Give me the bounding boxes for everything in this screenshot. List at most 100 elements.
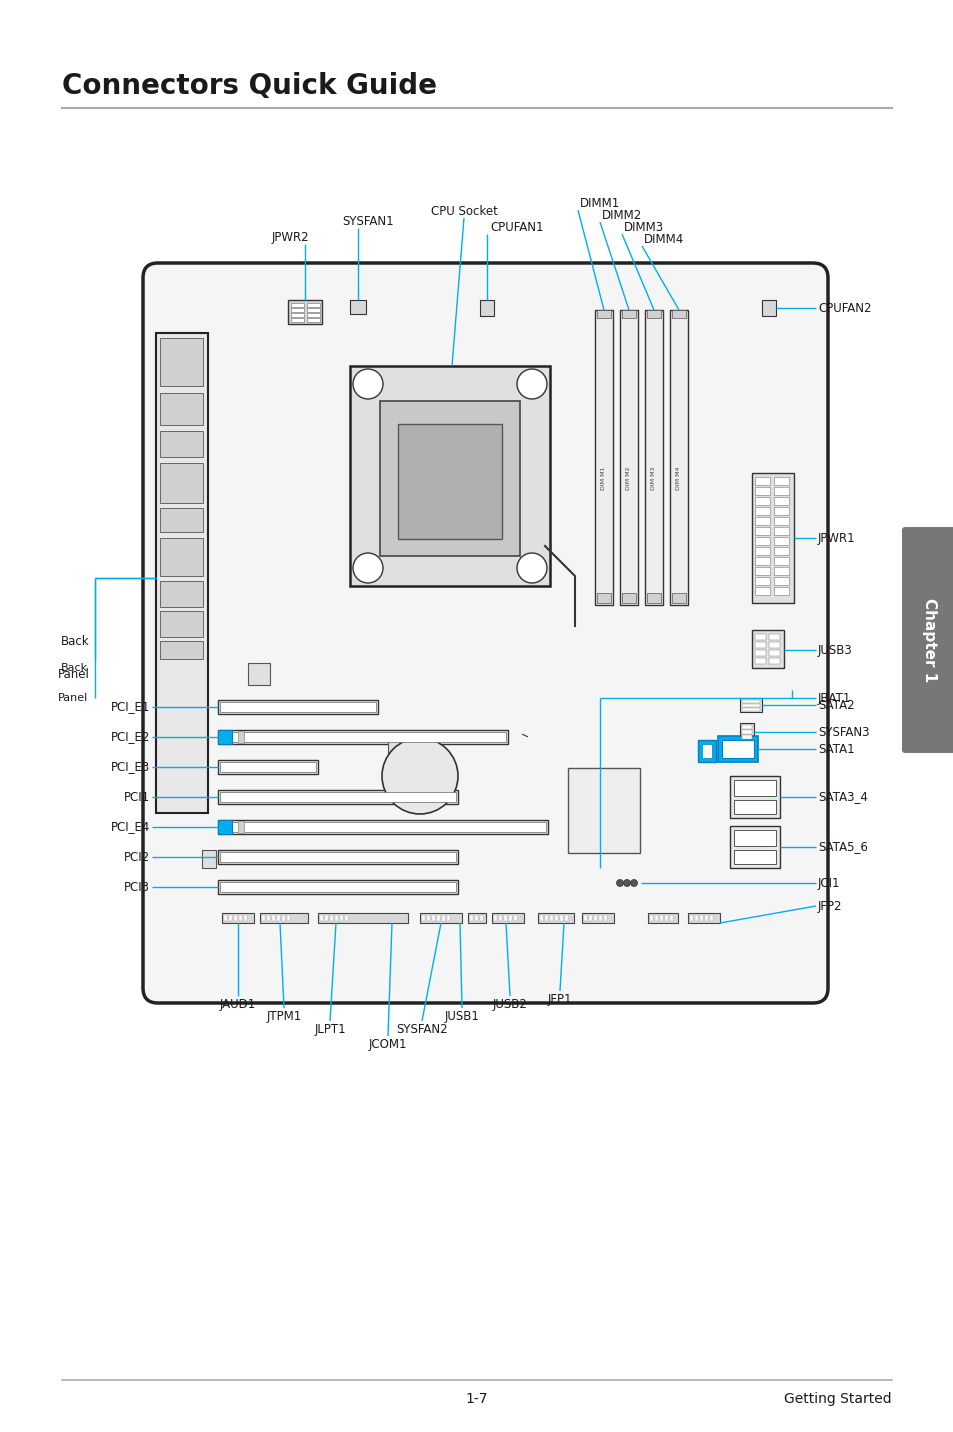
- Bar: [397, 424, 501, 538]
- Bar: [644, 309, 662, 604]
- Circle shape: [517, 369, 546, 400]
- Bar: [754, 507, 769, 516]
- Bar: [160, 642, 203, 659]
- Bar: [441, 915, 444, 921]
- Bar: [754, 642, 765, 649]
- Bar: [432, 915, 435, 921]
- FancyBboxPatch shape: [901, 527, 953, 753]
- Bar: [669, 309, 687, 604]
- Text: DIMM2: DIMM2: [601, 209, 641, 222]
- Bar: [773, 537, 788, 546]
- Bar: [741, 700, 760, 703]
- Bar: [621, 593, 636, 603]
- Text: Connectors Quick Guide: Connectors Quick Guide: [62, 72, 436, 100]
- Text: JCI1: JCI1: [817, 876, 840, 889]
- Bar: [773, 547, 788, 556]
- Bar: [598, 915, 601, 921]
- Bar: [751, 630, 783, 667]
- Bar: [317, 914, 408, 924]
- Bar: [421, 915, 424, 921]
- Text: PCI2: PCI2: [124, 851, 150, 863]
- Bar: [248, 663, 270, 684]
- Bar: [741, 707, 760, 712]
- Bar: [468, 914, 485, 924]
- Bar: [733, 780, 775, 796]
- Bar: [647, 914, 678, 924]
- Text: PCI_E2: PCI_E2: [111, 730, 150, 743]
- Bar: [754, 650, 765, 656]
- Bar: [160, 508, 203, 533]
- Bar: [539, 915, 542, 921]
- Bar: [773, 577, 788, 586]
- Bar: [220, 852, 456, 862]
- Bar: [733, 831, 775, 846]
- Bar: [687, 914, 720, 924]
- Bar: [498, 915, 501, 921]
- Bar: [233, 915, 236, 921]
- Text: JCOM1: JCOM1: [369, 1038, 407, 1051]
- Bar: [218, 881, 457, 894]
- Text: PCI3: PCI3: [124, 881, 150, 894]
- Bar: [733, 851, 775, 863]
- Bar: [260, 914, 308, 924]
- Text: SYSFAN3: SYSFAN3: [817, 726, 868, 739]
- Bar: [291, 318, 304, 322]
- Bar: [646, 593, 660, 603]
- Bar: [741, 730, 751, 735]
- Bar: [160, 611, 203, 637]
- Bar: [291, 308, 304, 312]
- Bar: [350, 299, 366, 314]
- Text: PCI_E3: PCI_E3: [111, 760, 150, 773]
- Bar: [733, 800, 775, 813]
- Bar: [537, 914, 574, 924]
- Bar: [649, 915, 652, 921]
- Bar: [218, 730, 232, 745]
- Bar: [222, 914, 253, 924]
- Bar: [768, 634, 780, 640]
- Text: CPUFAN2: CPUFAN2: [817, 302, 871, 315]
- Text: SATA5_6: SATA5_6: [817, 841, 867, 853]
- Bar: [768, 642, 780, 649]
- Bar: [761, 299, 775, 316]
- Bar: [220, 882, 456, 892]
- Text: Panel: Panel: [58, 693, 88, 703]
- Bar: [768, 657, 780, 664]
- Bar: [773, 487, 788, 495]
- Bar: [698, 740, 716, 762]
- Bar: [160, 463, 203, 503]
- Bar: [559, 915, 562, 921]
- Bar: [754, 634, 765, 640]
- Bar: [307, 314, 319, 316]
- Bar: [436, 915, 439, 921]
- Circle shape: [353, 369, 382, 400]
- Bar: [773, 497, 788, 505]
- Bar: [550, 915, 553, 921]
- Bar: [218, 760, 317, 775]
- Bar: [350, 367, 550, 586]
- Bar: [740, 697, 761, 712]
- Bar: [595, 309, 613, 604]
- Bar: [659, 915, 662, 921]
- Bar: [695, 915, 698, 921]
- Bar: [156, 334, 208, 813]
- Text: 1-7: 1-7: [465, 1392, 488, 1406]
- Text: Getting Started: Getting Started: [783, 1392, 891, 1406]
- Bar: [664, 915, 667, 921]
- Bar: [419, 914, 461, 924]
- Bar: [669, 915, 672, 921]
- Bar: [479, 299, 494, 316]
- Bar: [307, 304, 319, 306]
- Bar: [262, 915, 265, 921]
- Bar: [307, 308, 319, 312]
- Bar: [754, 577, 769, 586]
- Bar: [621, 309, 636, 318]
- Bar: [646, 309, 660, 318]
- Text: JFP1: JFP1: [547, 992, 572, 1007]
- Bar: [218, 821, 547, 833]
- Circle shape: [353, 553, 382, 583]
- Bar: [272, 915, 274, 921]
- Bar: [475, 915, 477, 921]
- Bar: [160, 338, 203, 387]
- Text: JAUD1: JAUD1: [219, 998, 255, 1011]
- Bar: [160, 392, 203, 425]
